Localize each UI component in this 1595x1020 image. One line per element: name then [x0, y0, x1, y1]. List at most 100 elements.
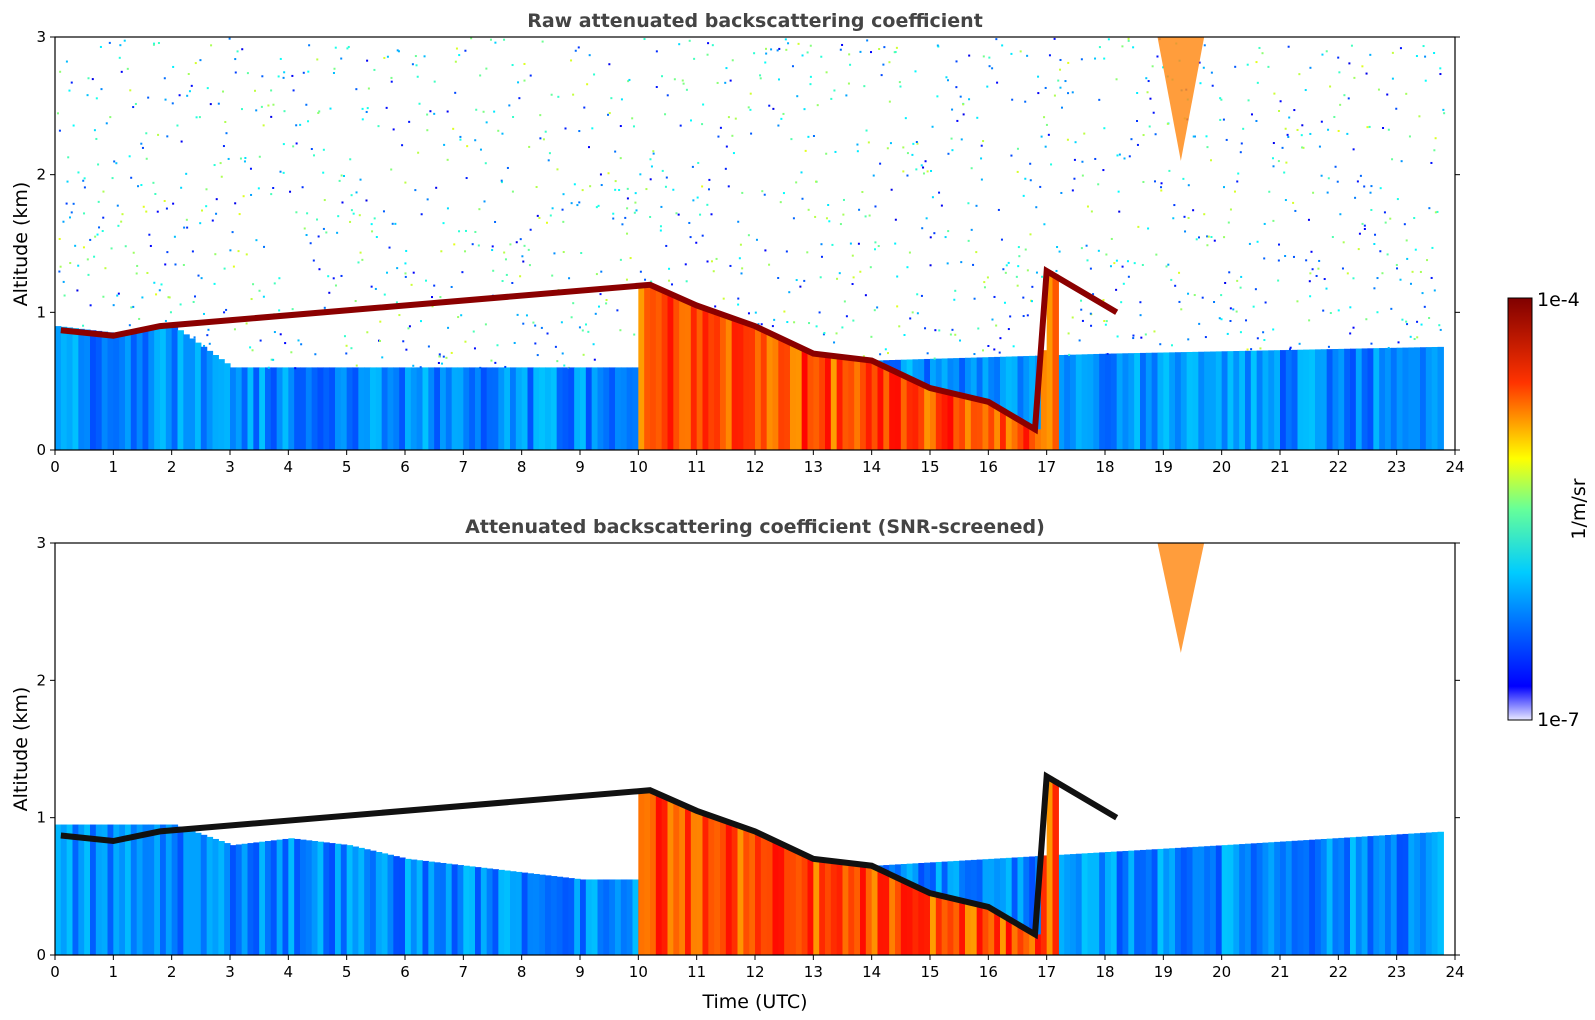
noise-point — [983, 281, 986, 284]
x-tick-label: 17 — [1037, 458, 1056, 476]
noise-point — [724, 167, 727, 170]
noise-point — [419, 366, 422, 369]
noise-point — [747, 106, 750, 109]
noise-point — [87, 273, 90, 276]
x-tick-label: 1 — [109, 963, 119, 981]
noise-point — [1284, 199, 1287, 202]
precip-column — [667, 292, 674, 450]
bl-column — [1239, 844, 1246, 955]
noise-point — [1066, 138, 1069, 141]
noise-point — [759, 74, 762, 77]
noise-point — [501, 132, 504, 135]
noise-point — [194, 62, 197, 65]
bl-column — [568, 367, 575, 450]
noise-point — [765, 47, 768, 50]
noise-point — [924, 160, 927, 163]
noise-point — [1370, 185, 1373, 188]
bl-column — [95, 330, 103, 450]
noise-point — [1403, 223, 1406, 226]
bl-column — [1245, 843, 1252, 955]
noise-point — [1368, 125, 1371, 128]
noise-point — [1026, 269, 1029, 272]
precip-column — [836, 861, 844, 955]
bl-column — [1373, 835, 1380, 955]
bl-column — [1169, 352, 1176, 450]
noise-point — [1256, 337, 1259, 340]
x-tick-label: 2 — [167, 963, 177, 981]
noise-point — [1154, 133, 1157, 136]
noise-point — [272, 103, 275, 106]
noise-point — [396, 49, 399, 52]
noise-point — [1416, 320, 1419, 323]
noise-point — [301, 186, 304, 189]
noise-point — [407, 327, 410, 330]
noise-point — [318, 268, 321, 271]
noise-point — [823, 331, 826, 334]
bl-column — [177, 826, 184, 955]
x-tick-label: 19 — [1154, 458, 1173, 476]
noise-point — [874, 205, 877, 208]
noise-point — [121, 213, 124, 216]
noise-point — [1326, 191, 1329, 194]
noise-point — [1391, 51, 1394, 54]
noise-point — [804, 149, 807, 152]
noise-point — [593, 358, 596, 361]
noise-point — [665, 244, 668, 247]
precip-column — [702, 307, 709, 450]
noise-point — [626, 232, 629, 235]
bl-column — [235, 844, 243, 955]
noise-point — [494, 361, 497, 364]
noise-point — [803, 279, 806, 282]
noise-point — [1350, 44, 1353, 47]
noise-point — [727, 116, 730, 119]
bl-column — [183, 334, 190, 450]
noise-point — [874, 241, 877, 244]
noise-point — [379, 339, 382, 342]
noise-point — [970, 167, 973, 170]
precip-column — [784, 845, 791, 955]
precip-column — [1040, 350, 1048, 450]
noise-point — [995, 38, 998, 41]
bl-column — [1186, 351, 1194, 450]
noise-point — [511, 64, 514, 67]
precip-column — [772, 334, 779, 450]
bl-column — [393, 367, 400, 450]
noise-point — [668, 279, 671, 282]
noise-point — [408, 325, 411, 328]
noise-point — [546, 332, 549, 335]
bl-column — [463, 367, 470, 450]
noise-point — [1381, 272, 1384, 275]
noise-point — [782, 112, 785, 115]
x-tick-label: 11 — [687, 458, 706, 476]
noise-point — [1193, 135, 1196, 138]
noise-point — [355, 88, 358, 91]
x-tick-label: 10 — [629, 458, 648, 476]
bl-column — [1338, 837, 1345, 955]
noise-point — [289, 190, 292, 193]
noise-point — [934, 329, 937, 332]
bl-column — [107, 332, 114, 450]
noise-point — [213, 164, 216, 167]
noise-point — [955, 60, 958, 63]
noise-point — [1142, 134, 1145, 137]
noise-point — [1279, 100, 1282, 103]
bl-column — [1000, 858, 1007, 955]
noise-point — [183, 226, 186, 229]
noise-point — [785, 48, 788, 51]
noise-point — [86, 258, 89, 261]
noise-point — [877, 245, 880, 248]
noise-point — [1228, 271, 1231, 274]
noise-point — [649, 215, 652, 218]
noise-point — [1370, 208, 1373, 211]
noise-point — [679, 124, 682, 127]
noise-point — [278, 309, 281, 312]
noise-point — [954, 333, 957, 336]
bl-column — [556, 367, 564, 450]
precip-column — [836, 356, 844, 450]
bl-column — [556, 876, 564, 955]
noise-point — [628, 78, 631, 81]
noise-point — [614, 180, 617, 183]
noise-point — [1369, 191, 1372, 194]
noise-point — [1109, 265, 1112, 268]
noise-point — [722, 297, 725, 300]
